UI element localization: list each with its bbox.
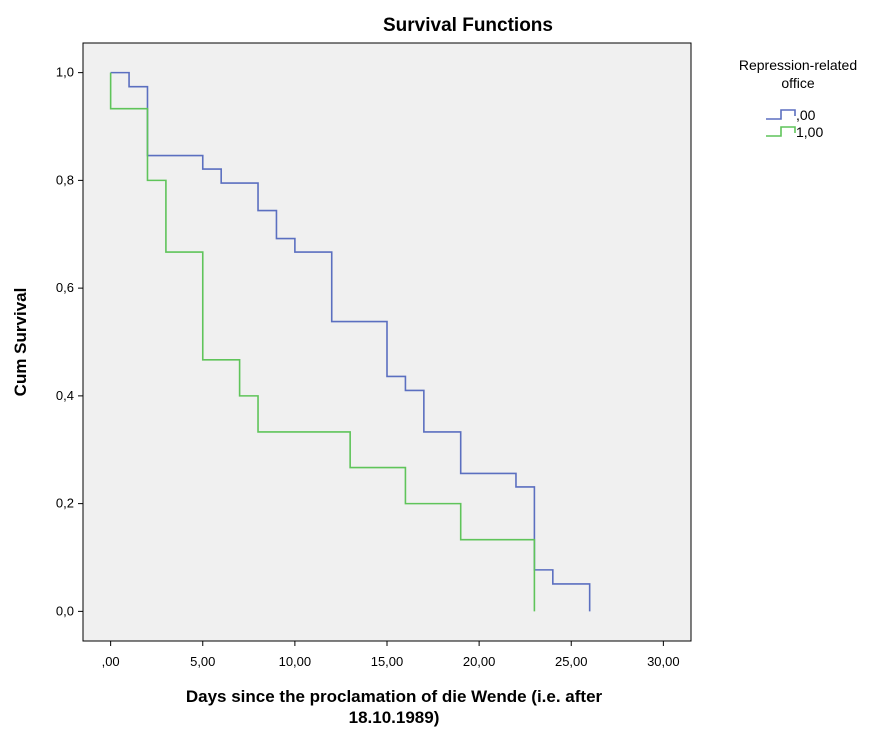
legend-title-line-1: Repression-related	[739, 57, 857, 73]
y-tick-label: 0,6	[56, 280, 74, 295]
y-tick-label: 0,4	[56, 388, 74, 403]
x-axis: ,00 5,00 10,00 15,00 20,00 25,00 30,00	[102, 641, 680, 669]
x-tick-label: 25,00	[555, 654, 588, 669]
series-layer	[109, 71, 591, 612]
legend-swatch-1	[766, 126, 796, 137]
x-tick-label: 20,00	[463, 654, 496, 669]
legend: Repression-related office ,001,00	[739, 57, 857, 140]
x-tick-label: 15,00	[371, 654, 404, 669]
series-line-0	[110, 71, 591, 612]
x-axis-label-line-2: 18.10.1989)	[349, 708, 440, 727]
x-axis-label-line-1: Days since the proclamation of die Wende…	[186, 687, 603, 706]
y-tick-label: 0,8	[56, 172, 74, 187]
legend-items: ,001,00	[766, 107, 823, 140]
legend-label-0: ,00	[796, 107, 816, 123]
y-axis: 0,0 0,2 0,4 0,6 0,8 1,0	[56, 65, 83, 618]
y-tick-label: 0,0	[56, 603, 74, 618]
x-tick-label: ,00	[102, 654, 120, 669]
chart-title: Survival Functions	[383, 15, 553, 36]
series-line-1	[109, 72, 536, 612]
y-axis-label: Cum Survival	[11, 288, 30, 397]
x-tick-label: 30,00	[647, 654, 680, 669]
legend-swatch-0	[766, 109, 796, 120]
legend-label-1: 1,00	[796, 124, 823, 140]
legend-title-line-2: office	[781, 75, 814, 91]
x-tick-label: 10,00	[279, 654, 312, 669]
y-tick-label: 1,0	[56, 65, 74, 80]
x-tick-label: 5,00	[190, 654, 215, 669]
y-tick-label: 0,2	[56, 496, 74, 511]
